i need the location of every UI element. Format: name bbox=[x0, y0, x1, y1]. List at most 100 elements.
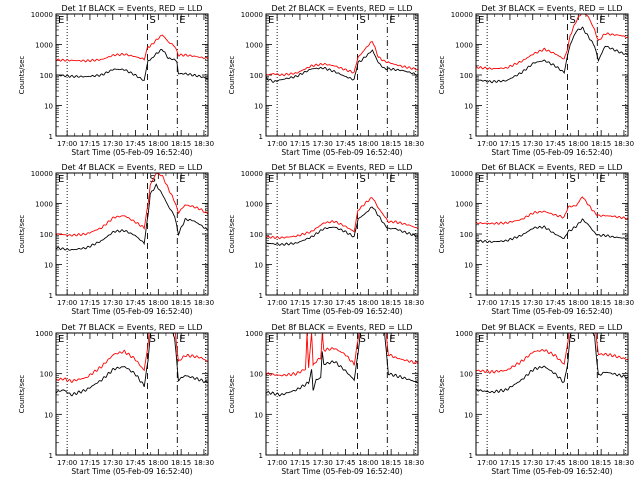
panel-6: Det 6f BLACK = Events, RED = LLD 1 10 100 10… bbox=[438, 163, 634, 316]
x-tick-label: 17:30 bbox=[313, 299, 333, 307]
y-axis-label: Counts/sec bbox=[228, 56, 236, 95]
series-lld-line bbox=[476, 333, 628, 374]
plot-frame bbox=[55, 332, 209, 456]
series-group bbox=[56, 34, 208, 81]
x-tick-label: 17:00 bbox=[267, 299, 287, 307]
series-group bbox=[56, 333, 208, 397]
x-tick-label: 17:30 bbox=[313, 140, 333, 148]
series-lld-line bbox=[56, 34, 208, 63]
y-tick-label: 100 bbox=[40, 231, 53, 239]
panel-8: Det 8f BLACK = Events, RED = LLD 1 10 100 10… bbox=[228, 323, 424, 476]
marker-label-s: S bbox=[360, 15, 366, 26]
marker-label-e-right: E bbox=[599, 15, 605, 26]
x-axis-label: Start Time (05-Feb-09 16:52:40) bbox=[491, 148, 612, 157]
panel-4: Det 4f BLACK = Events, RED = LLD 1 10 100 10… bbox=[18, 163, 214, 316]
y-tick-label: 100 bbox=[460, 231, 473, 239]
y-tick-label: 1 bbox=[259, 133, 263, 141]
y-tick-label: 10 bbox=[44, 262, 53, 270]
x-tick-label: 18:15 bbox=[381, 140, 401, 148]
series-lld-line bbox=[266, 197, 418, 240]
x-tick-label: 17:15 bbox=[500, 140, 520, 148]
x-tick-label: 17:30 bbox=[103, 140, 123, 148]
marker-label-e-right: E bbox=[179, 15, 185, 26]
x-axis-label: Start Time (05-Feb-09 16:52:40) bbox=[281, 148, 402, 157]
y-tick-label: 1000 bbox=[245, 330, 263, 338]
x-tick-label: 17:30 bbox=[523, 140, 543, 148]
series-group bbox=[476, 196, 628, 244]
x-tick-label: 17:00 bbox=[267, 140, 287, 148]
marker-label-s: S bbox=[570, 15, 576, 26]
x-tick-label: 18:30 bbox=[614, 299, 634, 307]
y-tick-label: 1 bbox=[49, 292, 53, 300]
plot-frame bbox=[55, 13, 209, 137]
x-tick-label: 18:15 bbox=[591, 299, 611, 307]
plot-frame bbox=[265, 13, 419, 137]
x-tick-label: 18:30 bbox=[404, 299, 424, 307]
x-tick-label: 18:00 bbox=[568, 140, 588, 148]
series-group bbox=[56, 173, 208, 251]
marker-label-e-left: E bbox=[58, 15, 64, 26]
y-tick-label: 100 bbox=[250, 72, 263, 80]
x-axis-label: Start Time (05-Feb-09 16:52:40) bbox=[281, 307, 402, 316]
x-tick-label: 17:00 bbox=[57, 459, 77, 467]
series-events-line bbox=[476, 26, 628, 84]
series-lld-line bbox=[266, 333, 418, 377]
panel-title: Det 8f BLACK = Events, RED = LLD bbox=[271, 323, 412, 332]
marker-label-e-right: E bbox=[599, 334, 605, 345]
panel-title: Det 1f BLACK = Events, RED = LLD bbox=[61, 4, 202, 13]
y-tick-label: 1 bbox=[469, 452, 473, 460]
x-tick-label: 17:30 bbox=[313, 459, 333, 467]
y-tick-label: 10 bbox=[44, 411, 53, 419]
x-tick-label: 17:30 bbox=[103, 459, 123, 467]
x-tick-label: 17:15 bbox=[80, 140, 100, 148]
y-axis-label: Counts/sec bbox=[228, 375, 236, 414]
y-tick-label: 10000 bbox=[31, 170, 53, 178]
marker-label-e-right: E bbox=[389, 15, 395, 26]
y-tick-label: 1 bbox=[469, 133, 473, 141]
y-axis-label: Counts/sec bbox=[438, 375, 446, 414]
y-tick-label: 10 bbox=[464, 262, 473, 270]
y-tick-label: 100 bbox=[250, 371, 263, 379]
y-tick-label: 1000 bbox=[35, 42, 53, 50]
x-tick-label: 18:30 bbox=[194, 140, 214, 148]
x-tick-label: 17:45 bbox=[125, 140, 145, 148]
x-tick-label: 17:00 bbox=[267, 459, 287, 467]
x-tick-label: 17:00 bbox=[57, 299, 77, 307]
marker-label-s: S bbox=[360, 174, 366, 185]
panel-3: Det 3f BLACK = Events, RED = LLD 1 10 100 10… bbox=[438, 4, 634, 157]
x-tick-label: 18:00 bbox=[148, 140, 168, 148]
x-tick-label: 18:15 bbox=[381, 459, 401, 467]
x-axis-label: Start Time (05-Feb-09 16:52:40) bbox=[491, 467, 612, 476]
panel-title: Det 4f BLACK = Events, RED = LLD bbox=[61, 163, 202, 172]
series-lld-line bbox=[476, 196, 628, 225]
plot-frame bbox=[265, 332, 419, 456]
y-tick-label: 10000 bbox=[451, 11, 473, 19]
panel-title: Det 6f BLACK = Events, RED = LLD bbox=[481, 163, 622, 172]
panel-7: Det 7f BLACK = Events, RED = LLD 1 10 100 10… bbox=[18, 323, 214, 476]
y-tick-label: 1 bbox=[49, 133, 53, 141]
x-axis-label: Start Time (05-Feb-09 16:52:40) bbox=[491, 307, 612, 316]
y-tick-label: 1 bbox=[49, 452, 53, 460]
panel-title: Det 9f BLACK = Events, RED = LLD bbox=[481, 323, 622, 332]
x-tick-label: 18:30 bbox=[194, 299, 214, 307]
x-tick-label: 18:00 bbox=[358, 140, 378, 148]
x-tick-label: 17:45 bbox=[125, 299, 145, 307]
x-tick-label: 17:45 bbox=[545, 299, 565, 307]
marker-label-e-right: E bbox=[389, 174, 395, 185]
x-tick-label: 18:00 bbox=[358, 299, 378, 307]
y-tick-label: 10 bbox=[254, 411, 263, 419]
x-tick-label: 18:30 bbox=[404, 459, 424, 467]
y-tick-label: 1 bbox=[259, 452, 263, 460]
y-tick-label: 1000 bbox=[455, 42, 473, 50]
y-tick-label: 1000 bbox=[35, 330, 53, 338]
y-tick-label: 10000 bbox=[31, 11, 53, 19]
panel-2: Det 2f BLACK = Events, RED = LLD 1 10 100 10… bbox=[228, 4, 424, 157]
y-axis-label: Counts/sec bbox=[438, 56, 446, 95]
marker-label-e-left: E bbox=[268, 174, 274, 185]
x-tick-label: 18:15 bbox=[591, 459, 611, 467]
x-tick-label: 17:45 bbox=[335, 459, 355, 467]
x-tick-label: 17:30 bbox=[523, 459, 543, 467]
series-events-line bbox=[56, 183, 208, 251]
panel-title: Det 3f BLACK = Events, RED = LLD bbox=[481, 4, 622, 13]
